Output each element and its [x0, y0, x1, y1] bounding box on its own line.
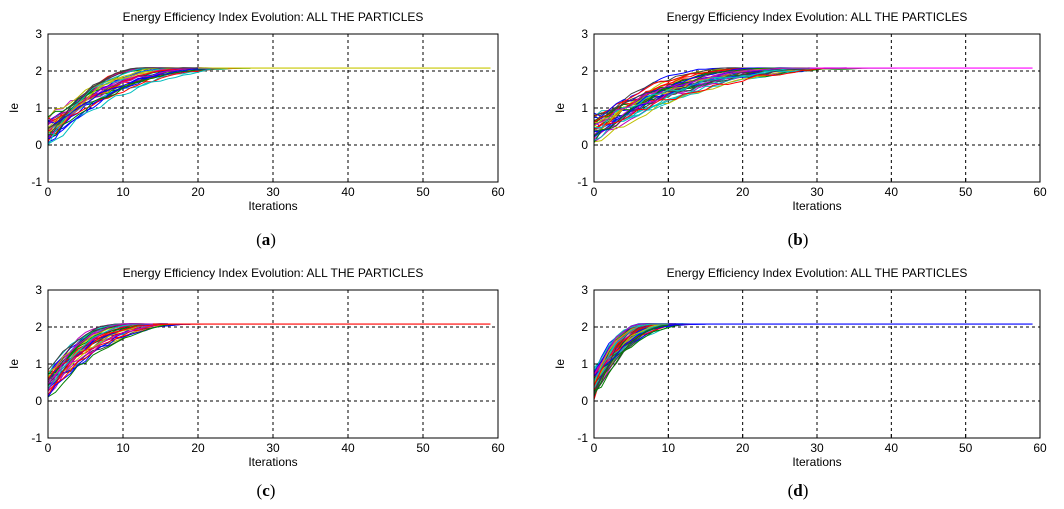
grid — [594, 34, 1040, 182]
x-tick-label: 10 — [116, 185, 130, 199]
x-tick-label: 0 — [591, 185, 598, 199]
x-tick-label: 20 — [191, 185, 205, 199]
x-axis-label: Iterations — [792, 455, 841, 469]
panel-caption: (d) — [788, 481, 809, 500]
x-tick-label: 20 — [736, 185, 750, 199]
particle-line — [47, 323, 176, 398]
x-tick-label: 20 — [191, 441, 205, 455]
particle-line — [593, 67, 825, 130]
y-tick-label: 3 — [35, 27, 42, 41]
y-tick-label: 0 — [35, 138, 42, 152]
x-tick-label: 0 — [591, 441, 598, 455]
x-axis-label: Iterations — [248, 199, 297, 213]
panel-caption: (b) — [788, 230, 809, 249]
y-tick-label: 3 — [581, 283, 588, 297]
x-tick-label: 40 — [885, 441, 899, 455]
y-tick-label: -1 — [577, 175, 588, 189]
x-tick-label: 30 — [810, 185, 824, 199]
x-tick-label: 30 — [266, 441, 280, 455]
y-axis-label: Ie — [553, 359, 567, 369]
x-tick-label: 20 — [736, 441, 750, 455]
chart-panel-d: Energy Efficiency Index Evolution: ALL T… — [553, 266, 1047, 500]
chart-title: Energy Efficiency Index Evolution: ALL T… — [123, 10, 424, 24]
x-tick-label: 40 — [341, 185, 355, 199]
y-tick-label: 2 — [581, 64, 588, 78]
y-tick-label: 2 — [35, 64, 42, 78]
chart-title: Energy Efficiency Index Evolution: ALL T… — [667, 266, 968, 280]
y-tick-label: 1 — [581, 101, 588, 115]
chart-panel-a: Energy Efficiency Index Evolution: ALL T… — [7, 10, 505, 249]
y-axis-label: Ie — [7, 103, 21, 113]
particle-line — [593, 324, 669, 394]
y-axis-label: Ie — [7, 359, 21, 369]
x-axis-label: Iterations — [792, 199, 841, 213]
chart-title: Energy Efficiency Index Evolution: ALL T… — [667, 10, 968, 24]
y-tick-label: 0 — [35, 394, 42, 408]
grid — [594, 290, 1040, 438]
x-tick-label: 60 — [1033, 441, 1047, 455]
chart-panel-b: Energy Efficiency Index Evolution: ALL T… — [553, 10, 1047, 249]
series-group — [47, 323, 491, 398]
x-tick-label: 50 — [959, 185, 973, 199]
particle-line — [47, 324, 161, 392]
series-group — [593, 322, 1033, 400]
x-tick-label: 60 — [491, 441, 505, 455]
y-tick-label: 0 — [581, 138, 588, 152]
x-tick-label: 40 — [885, 185, 899, 199]
series-group — [593, 67, 1033, 143]
panel-caption: (c) — [257, 481, 276, 500]
y-tick-label: 3 — [35, 283, 42, 297]
y-tick-label: 1 — [35, 357, 42, 371]
particle-line — [593, 324, 669, 392]
y-tick-label: 1 — [35, 101, 42, 115]
y-tick-label: -1 — [577, 431, 588, 445]
y-tick-label: 2 — [581, 320, 588, 334]
x-tick-label: 50 — [959, 441, 973, 455]
x-tick-label: 10 — [662, 185, 676, 199]
particle-line — [47, 324, 161, 385]
x-tick-label: 10 — [116, 441, 130, 455]
y-tick-label: 0 — [581, 394, 588, 408]
y-tick-label: -1 — [31, 431, 42, 445]
panel-caption: (a) — [256, 230, 276, 249]
x-tick-label: 50 — [416, 185, 430, 199]
x-tick-label: 40 — [341, 441, 355, 455]
chart-title: Energy Efficiency Index Evolution: ALL T… — [123, 266, 424, 280]
x-tick-label: 0 — [45, 185, 52, 199]
y-tick-label: 3 — [581, 27, 588, 41]
panel-caption-letter: a — [262, 230, 271, 249]
particle-line — [47, 67, 221, 137]
chart-panel-c: Energy Efficiency Index Evolution: ALL T… — [7, 266, 505, 500]
x-tick-label: 10 — [662, 441, 676, 455]
y-tick-label: -1 — [31, 175, 42, 189]
y-tick-label: 1 — [581, 357, 588, 371]
y-tick-label: 2 — [35, 320, 42, 334]
panel-caption-letter: d — [793, 481, 803, 500]
particle-line — [47, 67, 221, 124]
panel-caption-letter: c — [262, 481, 270, 500]
y-axis-label: Ie — [553, 103, 567, 113]
x-axis-label: Iterations — [248, 455, 297, 469]
series-group — [47, 67, 491, 146]
x-tick-label: 0 — [45, 441, 52, 455]
x-tick-label: 30 — [810, 441, 824, 455]
panel-caption-letter: b — [793, 230, 802, 249]
x-tick-label: 30 — [266, 185, 280, 199]
x-tick-label: 60 — [1033, 185, 1047, 199]
x-tick-label: 50 — [416, 441, 430, 455]
x-tick-label: 60 — [491, 185, 505, 199]
